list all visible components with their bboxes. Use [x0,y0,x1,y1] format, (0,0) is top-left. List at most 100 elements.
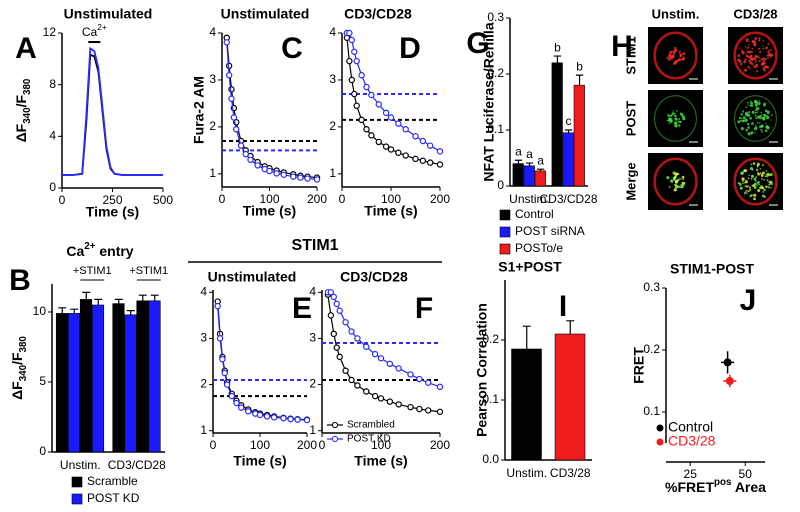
y-tick-label: 0.3 [487,10,504,24]
fluorescence [750,194,753,197]
fluorescence [739,186,743,190]
legend-marker [331,435,339,443]
legend-label: POST siRNA [515,224,585,238]
panel-title: Unstimulated [221,6,310,22]
x-tick-label: 250 [102,193,122,207]
fluorescence [755,176,758,178]
point [290,173,297,180]
fluorescence [747,101,749,104]
y-tick-label: 8 [49,77,56,91]
fluorescence [682,181,686,185]
point [427,159,434,166]
fluorescence [760,62,764,66]
fluorescence [750,101,753,105]
significance-letter: a [537,153,544,167]
fluorescence [672,176,675,179]
point [327,289,335,296]
fluorescence [755,125,757,127]
fluorescence [680,121,682,123]
point [247,156,254,163]
trace [62,53,163,176]
fluorescence [745,38,749,42]
fluorescence [760,111,763,114]
point [375,138,382,146]
error-bar [138,294,147,301]
fluorescence [679,112,681,114]
fluorescence [759,168,762,170]
fluorescence [758,47,761,50]
x-tick-label: 25 [684,467,698,481]
y-tick-label: 3 [200,331,207,345]
y-tick-label: 0.1 [482,392,499,406]
y-axis-label: ΔF340/F380 [13,78,33,142]
point [395,149,402,156]
fluorescence [767,172,770,175]
trace [346,37,441,166]
fluorescence [754,132,756,134]
x-tick-label: 0 [339,192,346,206]
point [371,350,379,358]
cell-outline [653,157,698,206]
fluorescence [770,182,774,186]
bar [112,303,125,453]
fluorescence [760,128,763,131]
fluorescence [666,176,670,180]
fluorescence [751,47,754,50]
trace [346,32,441,152]
point [395,365,402,372]
error-bar [564,129,573,133]
point [395,401,402,408]
fluorescence [750,163,753,166]
point [375,101,382,108]
fluorescence [679,186,681,189]
fluorescence [668,54,672,58]
point [313,176,321,183]
fluorescence [747,126,750,129]
error-bar [70,308,79,314]
y-tick-label: 5 [39,374,46,388]
x-axis-label: %FRETpos Area [665,477,766,495]
point [230,114,238,121]
point [386,398,394,405]
panel-title: CD3/CD28 [340,269,408,285]
y-tick-label: 2 [209,119,216,133]
fluorescence [675,117,678,120]
stimulus-label-part: 2+ [97,22,107,32]
significance-letter: c [566,114,572,128]
error-bar [514,159,523,164]
point [233,399,240,407]
fluorescence [766,114,768,117]
fluorescence [762,45,764,48]
bar [79,299,93,453]
fluorescence [744,191,747,194]
error-bar [575,74,584,86]
fluorescence [761,173,764,176]
error-bar [126,310,135,315]
fluorescence [754,54,758,58]
legend-label: POST KD [347,434,391,445]
column-label: Unstim. [652,6,700,21]
fluorescence [764,57,767,61]
fluorescence [740,182,742,185]
error-bar [82,291,91,300]
fluorescence [673,121,678,125]
y-tick-label: 3 [329,72,336,86]
trace [226,37,318,179]
x-tick-label: 100 [381,192,401,206]
fluorescence [747,56,750,59]
fluorescence [763,113,767,117]
fluorescence [763,195,766,198]
fluorescence [753,182,757,186]
point [221,369,228,377]
fluorescence [751,122,754,125]
fluorescence [682,58,684,61]
point [297,174,304,181]
point [351,90,358,98]
x-tick-label: 200 [430,192,450,206]
x-tick-label: 100 [250,438,270,452]
significance-letter: a [515,144,522,158]
fluorescence [761,171,765,175]
fluorescence [669,56,671,59]
fluorescence [766,54,769,57]
cell-outline [653,31,698,80]
